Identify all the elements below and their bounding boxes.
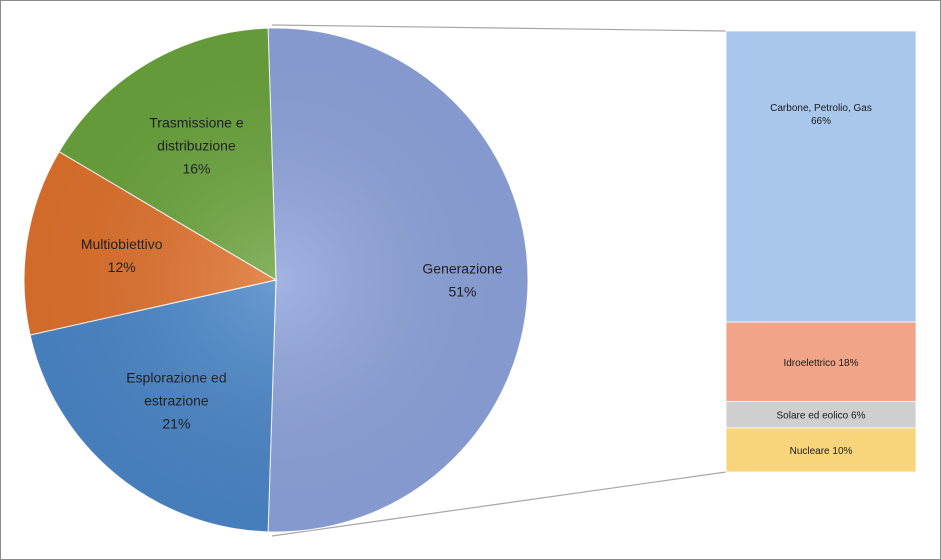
bar-label-idroelettrico-18: Idroelettrico 18% (783, 358, 858, 369)
bar-label-carbone-petrolio-gas: Carbone, Petrolio, Gas 66% (770, 103, 872, 127)
bar-label-solare-ed-eolico-6: Solare ed eolico 6% (777, 411, 866, 422)
pie: Generazione 51%Esplorazione ed estrazione 2… (23, 27, 529, 533)
bar-label-nucleare-10: Nucleare 10% (790, 446, 853, 457)
bar-segment-carbone-petrolio-gas (725, 30, 917, 323)
pie-slice-generazione (267, 27, 529, 533)
bar-segment-idroelettrico-18 (725, 321, 917, 402)
stacked-bar: Carbone, Petrolio, Gas 66% Idroelettrico 1… (725, 30, 917, 473)
connector-line-top (271, 24, 727, 32)
bar-segment-nucleare-10 (725, 427, 917, 473)
